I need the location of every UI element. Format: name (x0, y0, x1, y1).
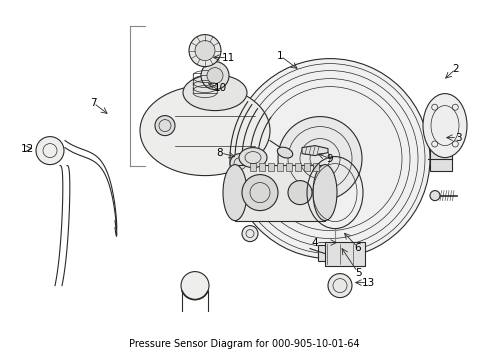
Bar (249, 163, 256, 171)
Bar (304, 163, 309, 171)
Text: 5: 5 (354, 267, 361, 278)
Text: 8: 8 (216, 148, 223, 158)
Text: 6: 6 (354, 243, 361, 253)
Bar (259, 163, 264, 171)
Polygon shape (302, 145, 327, 156)
Text: 4: 4 (311, 238, 318, 248)
Ellipse shape (312, 165, 336, 221)
Bar (193, 73, 217, 93)
Circle shape (242, 226, 258, 242)
Bar (317, 244, 341, 261)
Circle shape (195, 41, 215, 60)
Circle shape (278, 117, 361, 201)
Bar (235, 165, 325, 221)
Circle shape (229, 154, 249, 174)
Ellipse shape (223, 165, 246, 221)
Text: 11: 11 (221, 53, 234, 63)
Ellipse shape (277, 147, 292, 158)
Bar (285, 163, 291, 171)
Bar (312, 163, 318, 171)
Bar (267, 163, 273, 171)
Text: 10: 10 (213, 82, 226, 93)
Circle shape (36, 136, 64, 165)
Text: 9: 9 (326, 154, 333, 163)
Ellipse shape (422, 94, 466, 158)
Text: 1: 1 (276, 51, 283, 60)
Bar (276, 163, 283, 171)
Circle shape (242, 175, 278, 211)
Ellipse shape (140, 86, 269, 176)
Circle shape (206, 68, 223, 84)
Bar (325, 242, 364, 266)
Circle shape (201, 62, 228, 90)
Text: 12: 12 (20, 144, 34, 154)
Bar (294, 163, 301, 171)
Text: 13: 13 (361, 278, 374, 288)
Circle shape (327, 274, 351, 298)
Circle shape (229, 59, 429, 258)
Circle shape (189, 35, 221, 67)
Text: Pressure Sensor Diagram for 000-905-10-01-64: Pressure Sensor Diagram for 000-905-10-0… (129, 339, 359, 348)
Ellipse shape (239, 148, 266, 168)
Circle shape (155, 116, 175, 136)
Circle shape (181, 271, 208, 300)
Circle shape (429, 190, 439, 201)
Text: 2: 2 (452, 64, 458, 73)
Circle shape (287, 181, 311, 204)
Bar (429, 147, 451, 171)
Text: 7: 7 (89, 98, 96, 108)
Text: 3: 3 (454, 132, 460, 143)
Ellipse shape (183, 75, 246, 111)
